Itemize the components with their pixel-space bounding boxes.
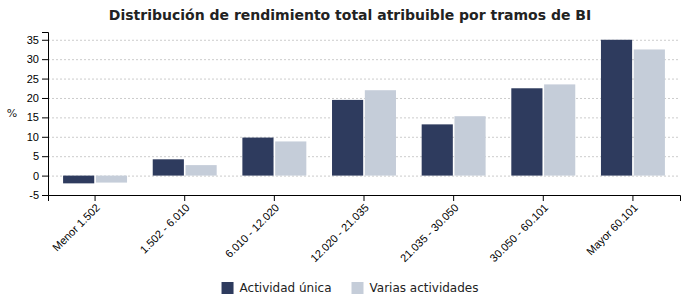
tick: -5 [29, 189, 48, 201]
bar [634, 49, 665, 175]
tick-label: Mayor 60.101 [584, 201, 640, 257]
tick-label: 30 [27, 53, 39, 65]
grid-tick [48, 117, 680, 118]
tick-label: 1.502 - 6.010 [137, 201, 191, 255]
plot: -5 0 5 10 15 20 25 30 35 Menor 1.502 1.502 - 6.010… [27, 33, 681, 265]
tick-label: 15 [27, 111, 39, 123]
tick-label: 35 [27, 34, 39, 46]
x-axis: Menor 1.502 1.502 - 6.010 6.010 - 12.020 12… [49, 195, 681, 264]
bar [601, 40, 632, 176]
legend-item: Varias actividades [352, 281, 479, 295]
grid-line [48, 117, 680, 118]
axis-line [49, 196, 681, 202]
legend-swatch [352, 282, 364, 294]
grid [48, 40, 680, 195]
grid-line [48, 156, 680, 157]
series [63, 40, 632, 184]
tick-mark [42, 176, 48, 177]
grid-tick [48, 79, 680, 80]
legend: Actividad única Varias actividades [222, 281, 479, 295]
tick: 12.020 - 21.035 [308, 195, 371, 264]
bar [242, 138, 273, 176]
y-axis-title: % [7, 107, 17, 120]
bar [275, 141, 306, 175]
grid-line [48, 137, 680, 138]
legend-item: Actividad única [222, 281, 332, 295]
bar [153, 159, 184, 175]
tick-mark [42, 98, 48, 99]
tick-mark [42, 156, 48, 157]
grid-line [48, 176, 680, 177]
tick: Menor 1.502 [50, 195, 102, 253]
bar [63, 176, 94, 184]
tick: 35 [27, 34, 48, 46]
bar [96, 176, 127, 183]
tick-label: -5 [29, 189, 39, 201]
axis-line [42, 33, 49, 196]
tick-label: 6.010 - 12.020 [223, 201, 282, 260]
grid-tick [48, 98, 680, 99]
bar [454, 116, 485, 175]
tick: 6.010 - 12.020 [223, 195, 282, 260]
tick-mark [42, 137, 48, 138]
tick: 25 [27, 73, 48, 85]
tick-label: 30.050 - 60.101 [487, 201, 550, 264]
grid-line [48, 79, 680, 80]
tick-label: Menor 1.502 [50, 201, 102, 253]
grid-line [48, 59, 680, 60]
grid-line [48, 40, 680, 41]
tick: 15 [27, 111, 48, 123]
tick: 0 [33, 170, 48, 182]
bar [365, 90, 396, 175]
grid-line [48, 98, 680, 99]
bar [186, 165, 217, 175]
bar [544, 84, 575, 175]
tick: 30 [27, 53, 48, 65]
tick-mark [42, 59, 48, 60]
tick-mark [274, 195, 275, 201]
grid-tick [48, 156, 680, 157]
tick-mark [364, 195, 365, 201]
legend-swatch [222, 282, 234, 294]
tick-label: 20 [27, 92, 39, 104]
tick: 20 [27, 92, 48, 104]
tick-mark [42, 117, 48, 118]
tick: 30.050 - 60.101 [487, 195, 550, 264]
tick-label: 25 [27, 73, 39, 85]
legend-label: Actividad única [240, 281, 332, 295]
tick: 10 [27, 131, 48, 143]
title: Distribución de rendimiento total atribu… [109, 7, 591, 23]
tick-mark [632, 195, 633, 201]
series [96, 49, 665, 182]
tick-mark [95, 195, 96, 201]
grid-tick [48, 176, 680, 177]
tick-label: 12.020 - 21.035 [308, 201, 371, 264]
tick-mark [184, 195, 185, 201]
grid-tick [48, 40, 680, 41]
y-axis: -5 0 5 10 15 20 25 30 35 [27, 33, 49, 202]
tick: Mayor 60.101 [584, 195, 640, 257]
legend-label: Varias actividades [370, 281, 479, 295]
bar [422, 124, 453, 175]
bar [511, 88, 542, 175]
tick-mark [42, 195, 48, 196]
tick-mark [453, 195, 454, 201]
tick: 5 [33, 150, 48, 162]
grid-tick [48, 59, 680, 60]
tick: 21.035 - 30.050 [398, 195, 461, 264]
tick-mark [543, 195, 544, 201]
chart: Distribución de rendimiento total atribu… [0, 0, 700, 300]
bar [332, 100, 363, 176]
tick-mark [42, 79, 48, 80]
tick-mark [42, 40, 48, 41]
grid-tick [48, 137, 680, 138]
tick: 1.502 - 6.010 [137, 195, 191, 256]
tick-label: 10 [27, 131, 39, 143]
tick-label: 5 [33, 150, 39, 162]
tick-label: 21.035 - 30.050 [398, 201, 461, 264]
tick-label: 0 [33, 170, 39, 182]
bars [63, 40, 665, 184]
